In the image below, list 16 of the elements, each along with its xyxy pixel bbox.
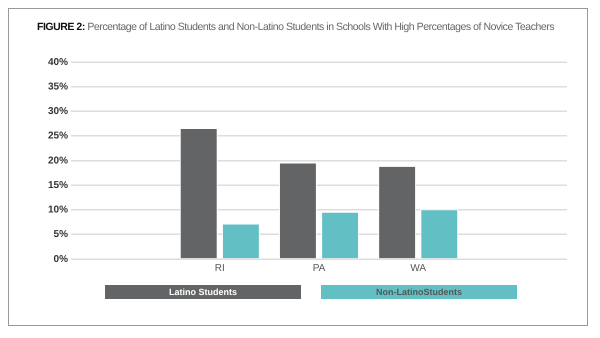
y-tick-label: 20% xyxy=(48,155,68,166)
y-tick-label: 30% xyxy=(48,106,68,117)
text: Non-LatinoStudents xyxy=(321,285,517,299)
x-tick-label: WA xyxy=(410,262,426,274)
text: Latino Students xyxy=(105,285,301,299)
y-tick-label: 25% xyxy=(48,130,68,142)
chart-title: FIGURE 2: xyxy=(37,21,85,33)
y-tick-label: 0% xyxy=(54,254,68,265)
y-tick-label: 35% xyxy=(48,81,68,92)
y-tick-label: 15% xyxy=(48,180,68,191)
y-tick-label: 10% xyxy=(48,204,68,216)
x-tick-label: PA xyxy=(312,262,326,274)
y-tick-label: 5% xyxy=(54,229,68,240)
y-tick-label: 40% xyxy=(48,56,68,68)
x-tick-label: RI xyxy=(214,262,225,274)
chart-subtitle: Percentage of Latino Students and Non-Latino Students in Schools With High Percentages of Novice Teachers xyxy=(87,21,554,33)
